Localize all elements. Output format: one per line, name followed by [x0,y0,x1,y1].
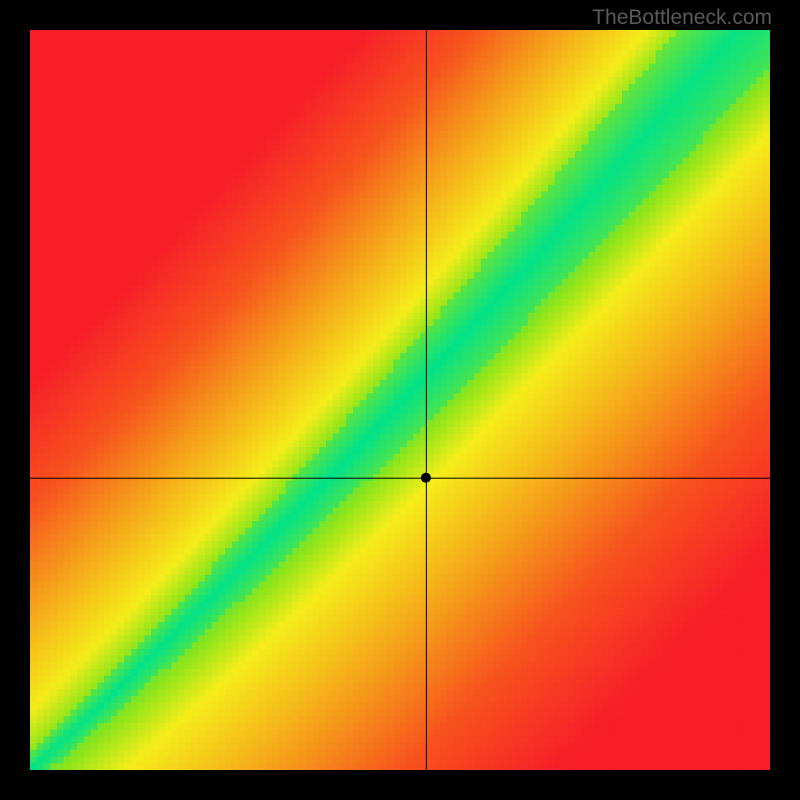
heatmap-canvas [30,30,770,770]
watermark-text: TheBottleneck.com [592,6,772,30]
bottleneck-heatmap [30,30,770,770]
